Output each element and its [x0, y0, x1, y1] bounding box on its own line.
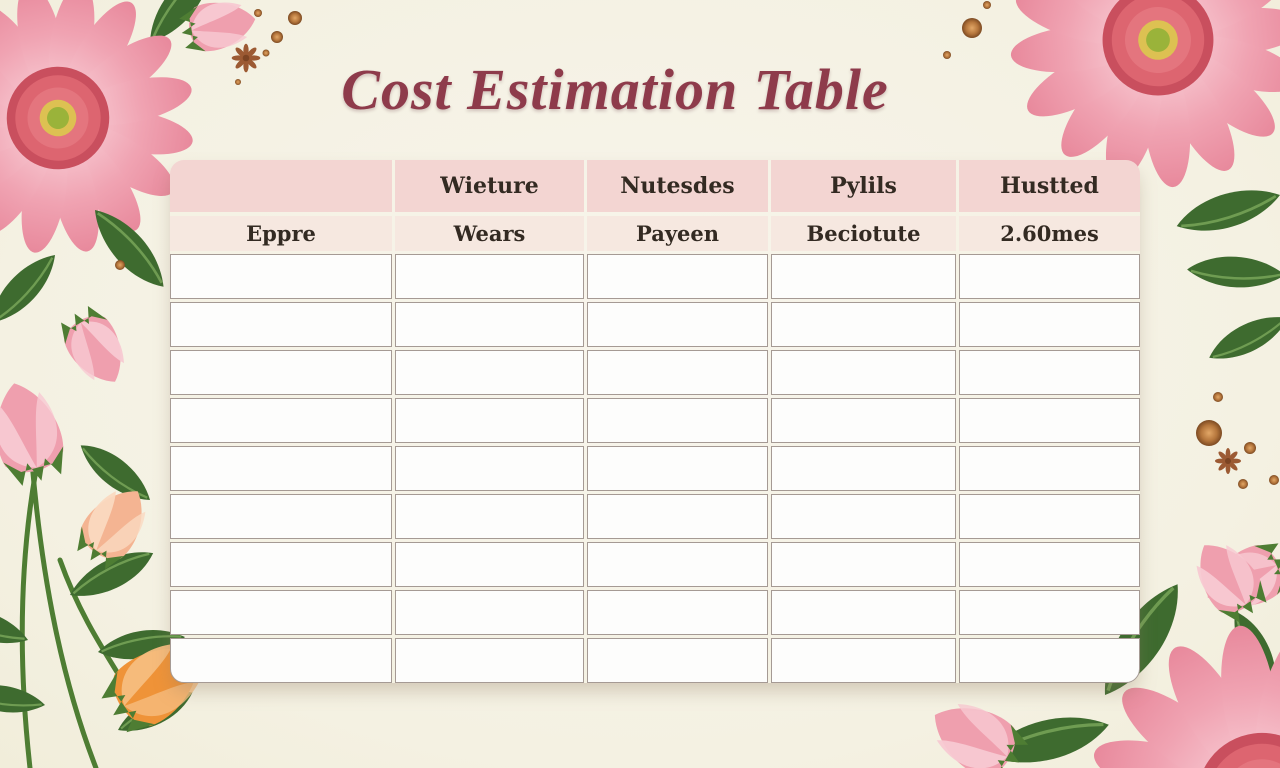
- table-cell: [170, 494, 392, 539]
- copper-dot-icon: [1213, 392, 1223, 402]
- table-cell: [587, 590, 768, 635]
- table-cell: [959, 494, 1140, 539]
- page-title: Cost Estimation Table: [341, 57, 889, 122]
- copper-dot-icon: [962, 18, 982, 38]
- star-anise-icon: [1215, 448, 1241, 474]
- table-cell: [587, 638, 768, 683]
- table-cell: [395, 494, 584, 539]
- copper-dot-icon: [1196, 420, 1222, 446]
- table-cell: [587, 254, 768, 299]
- leaf-icon: [1184, 251, 1280, 293]
- table-cell: [771, 638, 956, 683]
- leaf-icon: [62, 540, 162, 609]
- table-cell: [170, 254, 392, 299]
- table-cell: [771, 350, 956, 395]
- table-cell: [395, 638, 584, 683]
- table-cell: [587, 398, 768, 443]
- table-cell: [170, 302, 392, 347]
- table-header-row-1: Wieture Nutesdes Pylils Hustted: [170, 160, 1140, 212]
- table-cell: [959, 302, 1140, 347]
- header-cell: Payeen: [587, 216, 768, 251]
- leaf-icon: [1223, 603, 1280, 698]
- header-cell: Wears: [395, 216, 584, 251]
- table-cell: [959, 542, 1140, 587]
- table-header-row-2: Eppre Wears Payeen Beciotute 2.60mes: [170, 216, 1140, 251]
- pink-tulip-icon: [0, 374, 72, 490]
- table-cell: [170, 590, 392, 635]
- peach-tulip-icon: [67, 475, 160, 576]
- table-cell: [395, 350, 584, 395]
- copper-dot-icon: [1238, 479, 1248, 489]
- leaf-icon: [0, 244, 68, 334]
- pink-tulip-icon: [1195, 534, 1280, 623]
- pink-tulip-icon: [177, 0, 260, 56]
- copper-dot-icon: [288, 11, 302, 25]
- copper-dot-icon: [115, 260, 125, 270]
- leaf-icon: [1170, 178, 1280, 242]
- table-cell: [959, 398, 1140, 443]
- leaf-icon: [978, 705, 1115, 768]
- table-cell: [395, 254, 584, 299]
- leaf-icon: [0, 596, 34, 656]
- table-cell: [771, 302, 956, 347]
- table-cell: [170, 638, 392, 683]
- pink-tulip-icon: [1182, 529, 1275, 630]
- table-cell: [771, 446, 956, 491]
- table-cell: [587, 494, 768, 539]
- header-cell: Pylils: [771, 160, 956, 212]
- pink-tulip-icon: [919, 688, 1035, 768]
- leaf-icon: [110, 680, 200, 742]
- table-cell: [771, 398, 956, 443]
- table-cell: [587, 446, 768, 491]
- copper-dot-icon: [254, 9, 262, 17]
- leaf-icon: [0, 677, 49, 720]
- table-cell: [395, 542, 584, 587]
- table-cell: [959, 350, 1140, 395]
- copper-dot-icon: [983, 1, 991, 9]
- table-cell: [395, 446, 584, 491]
- pink-tulip-icon: [53, 300, 137, 395]
- header-cell: Hustted: [959, 160, 1140, 212]
- header-cell: Eppre: [170, 216, 392, 251]
- table-cell: [587, 302, 768, 347]
- table-cell: [771, 590, 956, 635]
- copper-dot-icon: [1244, 442, 1256, 454]
- table-cell: [587, 350, 768, 395]
- table-cell: [170, 398, 392, 443]
- table-cell: [959, 446, 1140, 491]
- table-cell: [771, 542, 956, 587]
- table-cell: [170, 350, 392, 395]
- leaf-icon: [71, 432, 160, 513]
- header-cell: [170, 160, 392, 212]
- copper-dot-icon: [271, 31, 283, 43]
- header-cell: 2.60mes: [959, 216, 1140, 251]
- table-cell: [771, 254, 956, 299]
- leaf-icon: [136, 0, 225, 53]
- header-cell: Beciotute: [771, 216, 956, 251]
- header-cell: Nutesdes: [587, 160, 768, 212]
- table-cell: [395, 302, 584, 347]
- table-cell: [959, 254, 1140, 299]
- cost-table: Wieture Nutesdes Pylils Hustted Eppre We…: [170, 160, 1140, 683]
- table-cell: [395, 590, 584, 635]
- table-cell: [771, 494, 956, 539]
- table-cell: [170, 446, 392, 491]
- table-cell: [395, 398, 584, 443]
- table-cell: [959, 638, 1140, 683]
- header-cell: Wieture: [395, 160, 584, 212]
- leaf-icon: [82, 197, 176, 300]
- table-cell: [959, 590, 1140, 635]
- table-cell: [170, 542, 392, 587]
- table-body: [170, 254, 1140, 683]
- leaf-icon: [1201, 305, 1280, 370]
- copper-dot-icon: [1269, 475, 1279, 485]
- table-cell: [587, 542, 768, 587]
- flower-stems: [19, 459, 137, 768]
